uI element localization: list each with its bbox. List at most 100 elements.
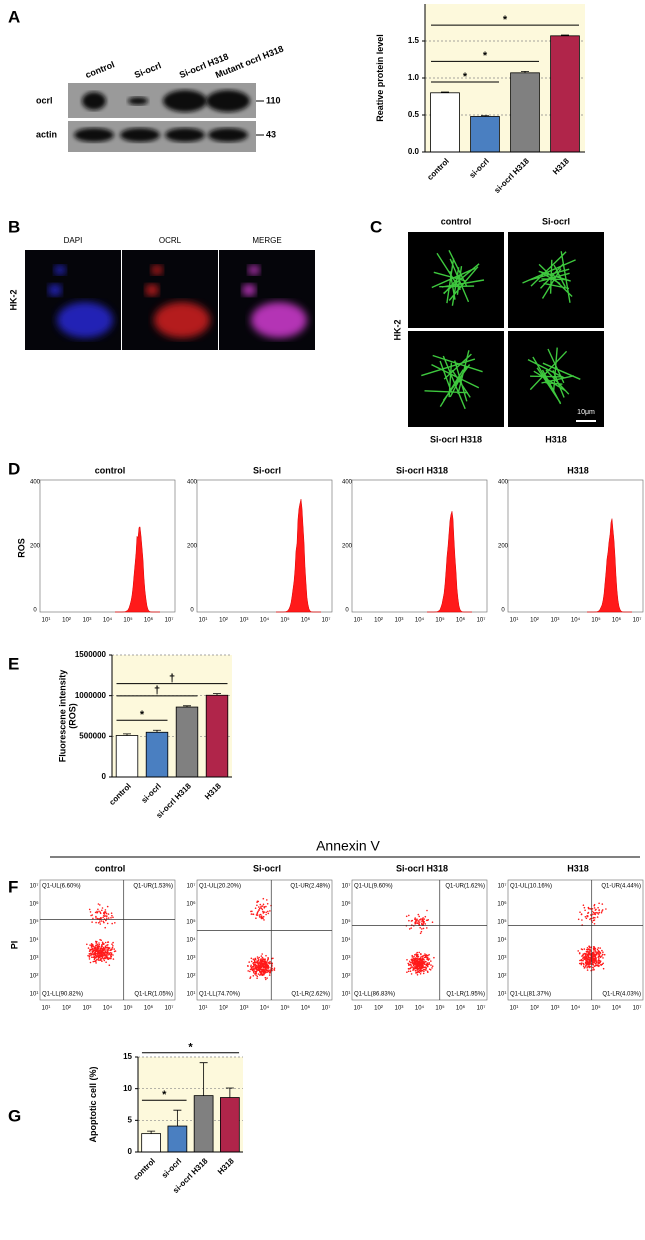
event: [257, 966, 260, 969]
event: [596, 912, 599, 914]
x-tick-label: 10⁶: [456, 617, 466, 624]
event: [578, 962, 581, 965]
y-tick-label: 10⁴: [186, 937, 196, 944]
event: [98, 943, 100, 946]
event: [590, 914, 592, 916]
significance-label: *: [503, 14, 508, 26]
event: [423, 968, 425, 971]
cell: [248, 265, 260, 275]
event: [247, 965, 249, 967]
quadrant-label: Q1-LL(74.70%): [199, 992, 240, 998]
event: [99, 904, 101, 906]
event: [421, 963, 424, 966]
event: [416, 922, 419, 924]
event: [262, 917, 264, 920]
event: [420, 930, 423, 933]
event: [257, 973, 260, 975]
y-tick-label: 10¹: [342, 992, 351, 998]
y-tick-label: 10⁵: [341, 919, 351, 926]
y-tick-label: 0: [190, 608, 194, 614]
bar: [175, 706, 199, 778]
event: [428, 958, 431, 960]
event: [598, 964, 600, 967]
event: [417, 963, 420, 966]
event: [579, 959, 581, 962]
event: [577, 918, 580, 921]
event: [422, 972, 425, 975]
y-tick-label: 400: [498, 480, 509, 486]
event: [597, 947, 600, 949]
actin-fibers: [421, 350, 483, 410]
band: [165, 128, 205, 142]
event: [589, 953, 591, 956]
event: [599, 955, 601, 958]
event: [585, 956, 588, 959]
event: [254, 964, 257, 966]
event: [418, 915, 421, 918]
event: [262, 968, 264, 970]
event: [93, 954, 96, 956]
x-tick-label: 10⁵: [435, 617, 445, 624]
event: [420, 970, 422, 973]
event: [584, 909, 586, 912]
event: [414, 954, 416, 956]
event: [250, 960, 253, 963]
histogram: [276, 499, 321, 613]
event: [269, 910, 271, 912]
error-bar: [147, 1130, 156, 1134]
y-tick-label: 1000000: [75, 691, 107, 700]
bar: [141, 1133, 161, 1153]
event: [425, 954, 428, 956]
event: [597, 906, 599, 909]
error-bar: [183, 705, 191, 708]
x-tick-label: 10¹: [354, 1006, 363, 1012]
event: [416, 960, 419, 963]
event: [417, 919, 419, 922]
event: [260, 961, 263, 964]
event: [258, 967, 261, 970]
event: [405, 915, 408, 918]
event: [417, 921, 420, 923]
error-bar: [173, 1109, 182, 1127]
y-tick-label: 10¹: [187, 992, 196, 998]
x-tick-label: 10⁵: [280, 617, 290, 624]
event: [106, 956, 109, 958]
quadrant-label: Q1-LL(90.82%): [42, 992, 83, 998]
event: [102, 946, 105, 949]
event: [107, 913, 110, 915]
event: [104, 954, 106, 956]
event: [260, 973, 262, 975]
quadrant-label: Q1-UR(2.48%): [290, 884, 330, 890]
y-tick-label: 0: [128, 1147, 133, 1156]
event: [101, 943, 103, 946]
event: [111, 922, 113, 925]
significance-label: †: [154, 685, 160, 697]
condition-label: Si-ocrl H318: [396, 465, 448, 475]
axes: [111, 655, 232, 778]
event: [410, 966, 412, 969]
event: [259, 966, 261, 968]
y-tick-label: 10²: [342, 974, 351, 980]
y-tick-label: 10⁷: [30, 883, 39, 890]
lane-label: control: [84, 59, 116, 80]
bar: [167, 1125, 188, 1153]
event: [251, 967, 253, 970]
event: [259, 906, 262, 908]
event: [418, 951, 421, 954]
event: [263, 962, 266, 964]
event: [592, 952, 595, 954]
event: [415, 953, 418, 955]
quadrant-label: Q1-UL(9.60%): [354, 884, 393, 890]
axis-label: Reative protein level: [375, 34, 385, 122]
condition-label: control: [95, 465, 126, 475]
histogram: [587, 518, 632, 613]
event: [598, 902, 600, 905]
event: [255, 968, 258, 970]
x-tick-label: 10⁶: [612, 1005, 622, 1012]
event: [92, 949, 95, 952]
event: [254, 957, 257, 960]
band: [128, 97, 148, 105]
x-tick-label: 10²: [374, 618, 383, 624]
y-tick-label: 10¹: [498, 992, 507, 998]
quadrant-label: Q1-UL(20.20%): [199, 884, 241, 890]
